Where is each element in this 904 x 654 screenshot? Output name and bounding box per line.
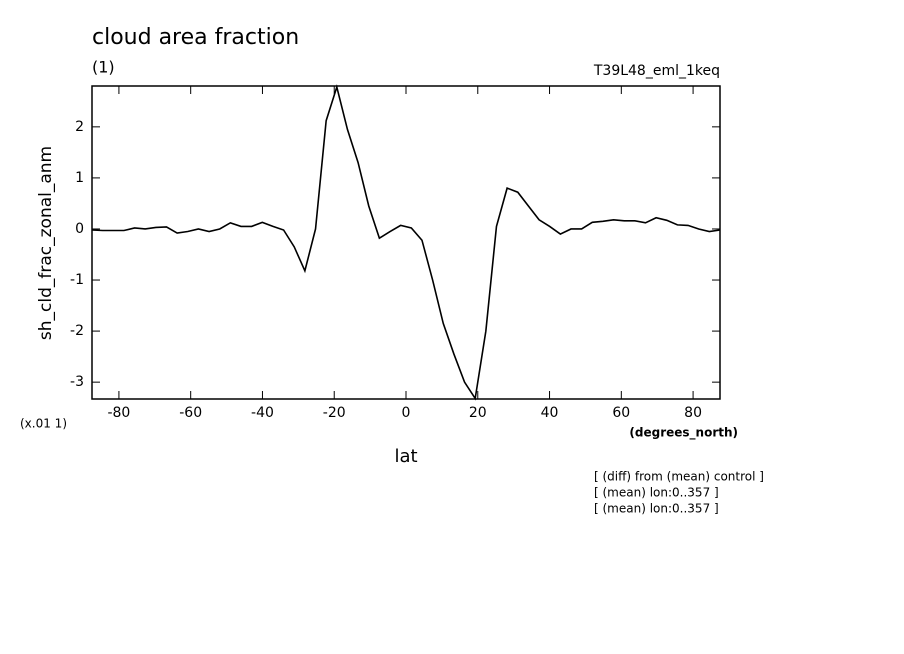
- y-axis-title: sh_cld_frac_zonal_anm: [36, 146, 56, 340]
- y-tick-label: -1: [70, 272, 84, 288]
- x-tick-label: 80: [684, 405, 702, 421]
- note: [ (mean) lon:0..357 ]: [594, 502, 719, 516]
- x-tick-label: 40: [541, 405, 559, 421]
- y-tick-label: -3: [70, 374, 84, 390]
- note: [ (diff) from (mean) control ]: [594, 470, 764, 484]
- y-tick-label: 0: [75, 221, 84, 237]
- x-axis-title: lat: [394, 446, 417, 467]
- x-tick-label: -60: [179, 405, 202, 421]
- chart-title: cloud area fraction: [92, 25, 299, 50]
- x-tick-label: -20: [323, 405, 346, 421]
- x-tick-label: 0: [402, 405, 411, 421]
- y-tick-label: 2: [75, 119, 84, 135]
- y-tick-label: 1: [75, 170, 84, 186]
- y-tick-label: -2: [70, 323, 84, 339]
- chart-subtitle: (1): [92, 58, 115, 77]
- x-units: (degrees_north): [629, 426, 738, 441]
- run-label: T39L48_eml_1keq: [593, 63, 720, 79]
- x-tick-label: -40: [251, 405, 274, 421]
- x-tick-label: 20: [469, 405, 487, 421]
- note: [ (mean) lon:0..357 ]: [594, 486, 719, 500]
- data-line: [91, 84, 721, 401]
- scale-label: (x.01 1): [20, 417, 67, 431]
- plot-frame: [91, 85, 721, 400]
- x-tick-label: 60: [612, 405, 630, 421]
- x-tick-label: -80: [107, 405, 130, 421]
